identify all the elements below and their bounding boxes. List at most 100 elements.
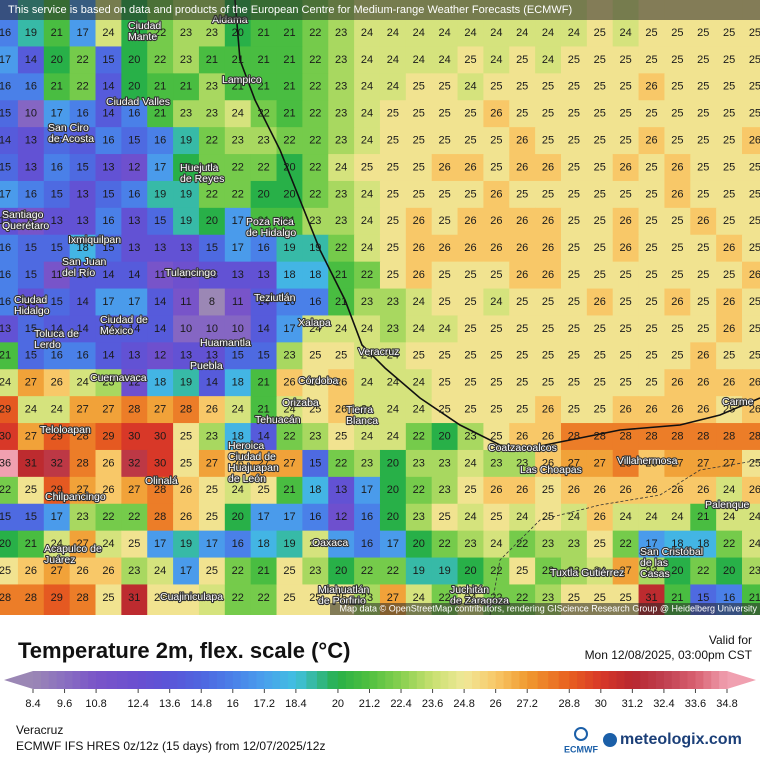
- temperature-value: 27: [154, 404, 166, 416]
- colorbar-segment: [408, 671, 418, 689]
- temperature-cell: [535, 154, 562, 182]
- temperature-cell: [742, 288, 760, 316]
- temperature-cell: [509, 315, 536, 343]
- temperature-value: 16: [25, 188, 37, 200]
- temperature-cell: [17, 261, 45, 290]
- temperature-value: 25: [438, 81, 450, 93]
- temperature-cell: [716, 127, 743, 155]
- temperature-value: 21: [283, 81, 295, 93]
- temperature-value: 24: [464, 27, 476, 39]
- temperature-cell: [560, 154, 588, 182]
- temperature-value: 26: [620, 484, 632, 496]
- temperature-value: 16: [0, 81, 11, 93]
- temperature-cell: [586, 234, 614, 263]
- temperature-value: 30: [154, 430, 166, 442]
- temperature-cell: [147, 207, 174, 236]
- temperature-cell: [250, 476, 278, 505]
- temperature-value: 24: [309, 538, 321, 550]
- temperature-cell: [95, 180, 122, 209]
- temperature-value: 10: [180, 323, 192, 335]
- temperature-value: 24: [438, 54, 450, 66]
- temperature-value: 24: [361, 27, 373, 39]
- temperature-value: 26: [490, 215, 502, 227]
- temperature-value: 16: [51, 161, 63, 173]
- temperature-cell: [173, 100, 200, 128]
- temperature-value: 18: [257, 538, 269, 550]
- temperature-value: 24: [232, 484, 244, 496]
- temperature-cell: [431, 369, 459, 397]
- temperature-cell: [250, 449, 278, 478]
- temperature-value: 30: [0, 430, 11, 442]
- temperature-cell: [560, 503, 588, 532]
- place-label: Teloloapan: [40, 424, 91, 436]
- temperature-cell: [69, 476, 97, 505]
- temperature-value: 16: [309, 511, 321, 523]
- temperature-value: 25: [490, 269, 502, 281]
- temperature-value: 25: [464, 269, 476, 281]
- temperature-cell: [69, 127, 97, 155]
- temperature-cell: [431, 503, 459, 532]
- brand[interactable]: meteologix.com: [620, 731, 742, 748]
- temperature-value: 23: [335, 188, 347, 200]
- temperature-value: 26: [671, 161, 683, 173]
- temperature-value: 25: [283, 565, 295, 577]
- temperature-cell: [43, 476, 71, 505]
- temperature-value: 22: [232, 188, 244, 200]
- place-label: Cuernavaca: [90, 372, 147, 384]
- temperature-value: 21: [180, 81, 192, 93]
- temperature-value: 25: [516, 54, 528, 66]
- temperature-cell: [612, 234, 640, 263]
- temperature-value: 20: [128, 54, 140, 66]
- temperature-cell: [535, 73, 562, 101]
- temperature-cell: [276, 503, 303, 532]
- temperature-value: 26: [413, 269, 425, 281]
- temperature-cell: [276, 369, 303, 397]
- temperature-value: 28: [154, 484, 166, 496]
- temperature-cell: [405, 234, 433, 263]
- temperature-value: 16: [361, 511, 373, 523]
- temperature-cell: [354, 288, 381, 316]
- temperature-cell: [354, 207, 381, 236]
- temperature-value: 25: [594, 592, 606, 604]
- temperature-cell: [431, 315, 459, 343]
- temperature-value: 19: [309, 242, 321, 254]
- temperature-value: 27: [697, 457, 709, 469]
- temperature-value: 23: [335, 54, 347, 66]
- temperature-value: 25: [671, 54, 683, 66]
- temperature-value: 25: [309, 404, 321, 416]
- place-label: Lerdo: [34, 339, 61, 351]
- temperature-cell: [328, 180, 355, 209]
- temperature-cell: [405, 557, 433, 585]
- temperature-cell: [69, 261, 97, 290]
- temperature-cell: [328, 449, 355, 478]
- temperature-value: 29: [51, 592, 63, 604]
- temperature-cell: [405, 423, 433, 451]
- temperature-value: 24: [723, 484, 735, 496]
- temperature-value: 15: [102, 188, 114, 200]
- temperature-cell: [716, 73, 743, 101]
- temperature-value: 24: [51, 404, 63, 416]
- temperature-cell: [173, 207, 200, 236]
- colorbar-tick-label: 30: [595, 698, 607, 710]
- temperature-cell: [302, 127, 329, 155]
- temperature-value: 24: [542, 27, 554, 39]
- temperature-cell: [457, 261, 484, 290]
- temperature-cell: [509, 261, 536, 290]
- temperature-cell: [560, 530, 588, 559]
- temperature-cell: [716, 369, 743, 397]
- temperature-value: 22: [516, 592, 528, 604]
- temperature-cell: [431, 234, 459, 263]
- temperature-cell: [586, 154, 614, 182]
- temperature-cell: [69, 449, 97, 478]
- temperature-value: 21: [51, 27, 63, 39]
- temperature-value: 11: [232, 296, 243, 308]
- colorbar-tick-label: 28.8: [559, 698, 580, 710]
- colorbar-segment: [416, 671, 426, 689]
- temperature-value: 25: [490, 323, 502, 335]
- temperature-cell: [0, 73, 19, 101]
- place-label: Santiago: [2, 209, 44, 221]
- temperature-value: 26: [542, 242, 554, 254]
- temperature-cell: [198, 261, 226, 290]
- temperature-value: 26: [490, 242, 502, 254]
- colorbar-segment: [209, 671, 218, 689]
